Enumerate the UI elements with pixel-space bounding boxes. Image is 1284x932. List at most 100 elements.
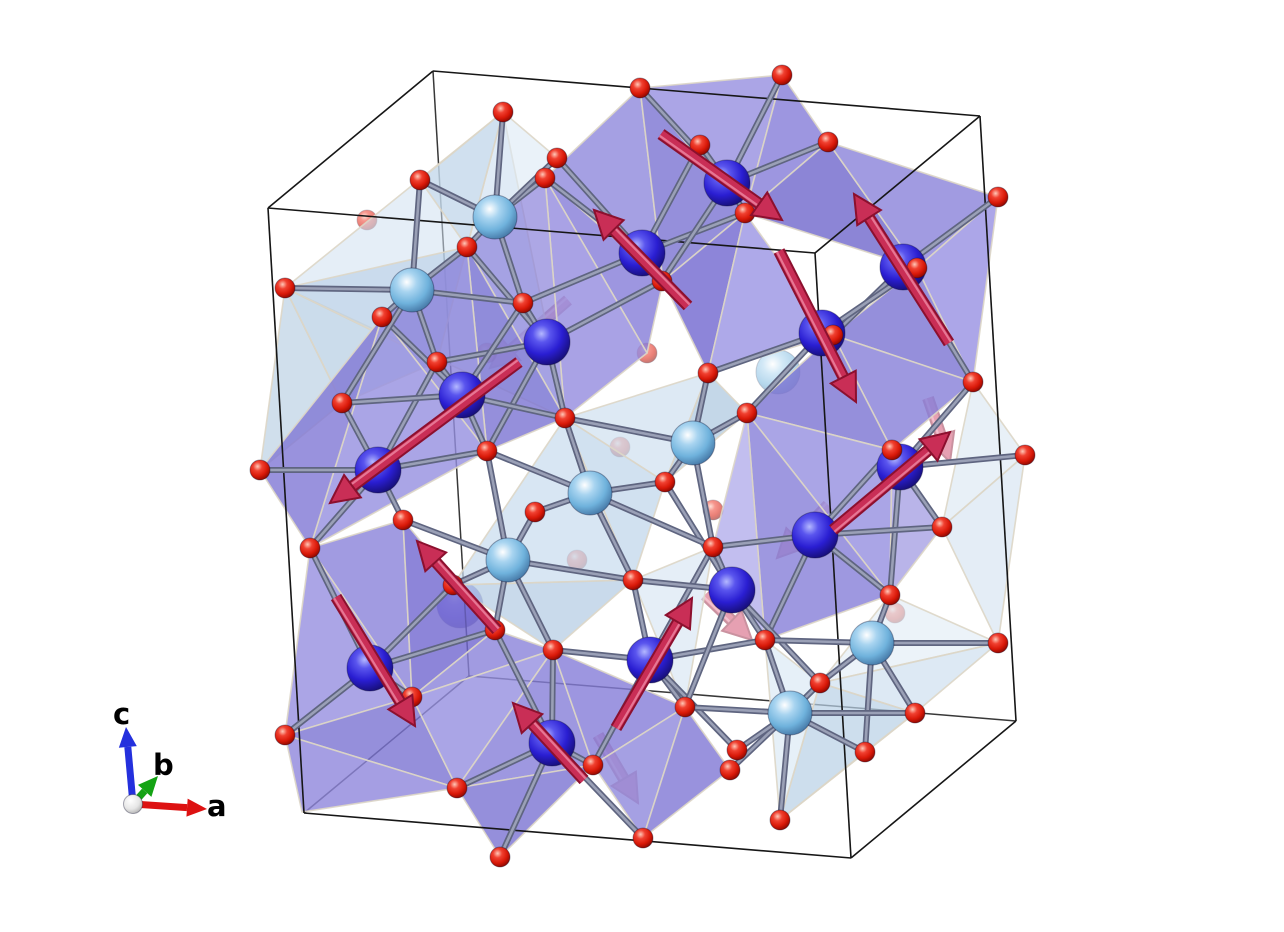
light-blue-atom: [767, 690, 813, 736]
moment-arrow: [328, 357, 523, 505]
oxygen-atom: [719, 759, 741, 781]
oxygen-atom: [987, 186, 1009, 208]
cell-front-edges: [267, 70, 1017, 859]
moment-arrow: [330, 593, 417, 728]
arrows-layer: [328, 129, 955, 785]
oxygen-atom: [736, 402, 758, 424]
oxygen-atom: [476, 440, 498, 462]
oxygen-atom: [987, 632, 1009, 654]
moment-arrow-shaft: [332, 594, 404, 705]
moment-arrow-shaft: [830, 446, 932, 534]
axes-widget: [118, 727, 207, 817]
oxygen-atom: [769, 809, 791, 831]
oxygen-atom: [654, 471, 676, 493]
moment-arrow-head: [852, 192, 883, 227]
coordination-polyhedron-face: [456, 764, 594, 858]
moment-arrow-head: [328, 473, 363, 505]
moment-arrow-shaft-highlight: [350, 359, 519, 486]
oxygen-atom: [881, 439, 903, 461]
moment-arrow-shaft-highlight: [833, 450, 931, 533]
moment-arrow-shaft-highlight: [869, 215, 952, 343]
oxygen-atom: [674, 696, 696, 718]
moment-arrow: [415, 539, 502, 635]
oxygen-atom: [629, 77, 651, 99]
moment-arrow-shaft: [658, 130, 762, 208]
moment-arrow: [592, 208, 693, 311]
coordination-polyhedron-face: [284, 734, 458, 813]
oxygen-atom: [409, 169, 431, 191]
moment-arrow-shaft-highlight: [333, 597, 400, 704]
axis-b-arrowhead: [137, 776, 158, 797]
oxygen-atom: [331, 392, 353, 414]
light-blue-atom: [389, 267, 435, 313]
oxygen-atom: [274, 724, 296, 746]
axis-a-arrowhead: [186, 798, 207, 817]
moment-arrow-head: [415, 539, 449, 574]
moment-arrow: [852, 192, 955, 347]
oxygen-atom: [771, 64, 793, 86]
oxygen-atom: [854, 741, 876, 763]
oxygen-atom: [904, 702, 926, 724]
oxygen-atom: [534, 167, 556, 189]
moment-arrow-head: [592, 208, 626, 242]
oxygen-atom: [456, 236, 478, 258]
moment-arrow-head: [828, 369, 858, 404]
axes-origin-sphere: [123, 794, 143, 814]
oxygen-atom: [931, 516, 953, 538]
oxygen-atom: [446, 777, 468, 799]
oxygen-atom: [542, 639, 564, 661]
light-blue-atom: [485, 537, 531, 583]
oxygen-atom: [524, 501, 546, 523]
moment-arrow: [773, 248, 858, 404]
moment-arrow-shaft: [612, 620, 682, 731]
moment-arrow-shaft-highlight: [702, 595, 732, 624]
light-blue-atom: [472, 194, 518, 240]
oxygen-atom: [489, 846, 511, 868]
dark-blue-atom: [708, 566, 756, 614]
moment-arrow-shaft-highlight: [659, 134, 759, 207]
coordination-polyhedron-face: [779, 712, 916, 821]
oxygen-atom: [702, 536, 724, 558]
moment-arrow: [610, 596, 694, 732]
oxygen-atom: [546, 147, 568, 169]
coordination-polyhedron-face: [941, 454, 1026, 644]
unit-cell-edge: [267, 207, 305, 814]
oxygen-atom: [632, 827, 654, 849]
moment-arrow-head: [663, 596, 694, 631]
coordination-polyhedron-face: [642, 706, 731, 839]
moment-arrow-head: [511, 701, 545, 735]
moment-arrow: [657, 129, 784, 222]
coordination-polyhedron-face: [259, 316, 383, 549]
oxygen-atom: [492, 101, 514, 123]
moment-arrow-head: [386, 693, 417, 728]
coordination-polyhedron-face: [419, 111, 504, 248]
light-blue-atom: [567, 470, 613, 516]
oxygen-atom: [962, 371, 984, 393]
oxygen-atom: [754, 629, 776, 651]
axis-b-label: b: [153, 748, 174, 782]
moment-arrow-shaft-highlight: [776, 251, 843, 379]
unit-cell-edge: [979, 115, 1017, 722]
oxygen-atom: [1014, 444, 1036, 466]
oxygen-atom: [726, 739, 748, 761]
light-blue-atom: [670, 420, 716, 466]
moment-arrow: [511, 701, 589, 785]
bond-highlight: [588, 491, 715, 549]
unit-cell-edge: [814, 115, 981, 254]
oxygen-atom: [249, 459, 271, 481]
axis-a-label: a: [207, 789, 227, 823]
moment-arrow-shaft: [865, 215, 953, 346]
moment-arrow-shaft-highlight: [436, 559, 500, 630]
oxygen-atom: [622, 569, 644, 591]
oxygen-atom: [299, 537, 321, 559]
moment-arrow-shaft: [529, 720, 587, 783]
axis-c-label: c: [113, 697, 131, 731]
oxygen-atom: [274, 277, 296, 299]
unit-cell-edge: [267, 207, 816, 254]
dark-blue-atom: [791, 511, 839, 559]
moment-arrow-shaft: [775, 249, 847, 379]
oxygen-atom: [582, 754, 604, 776]
oxygen-atom: [817, 131, 839, 153]
